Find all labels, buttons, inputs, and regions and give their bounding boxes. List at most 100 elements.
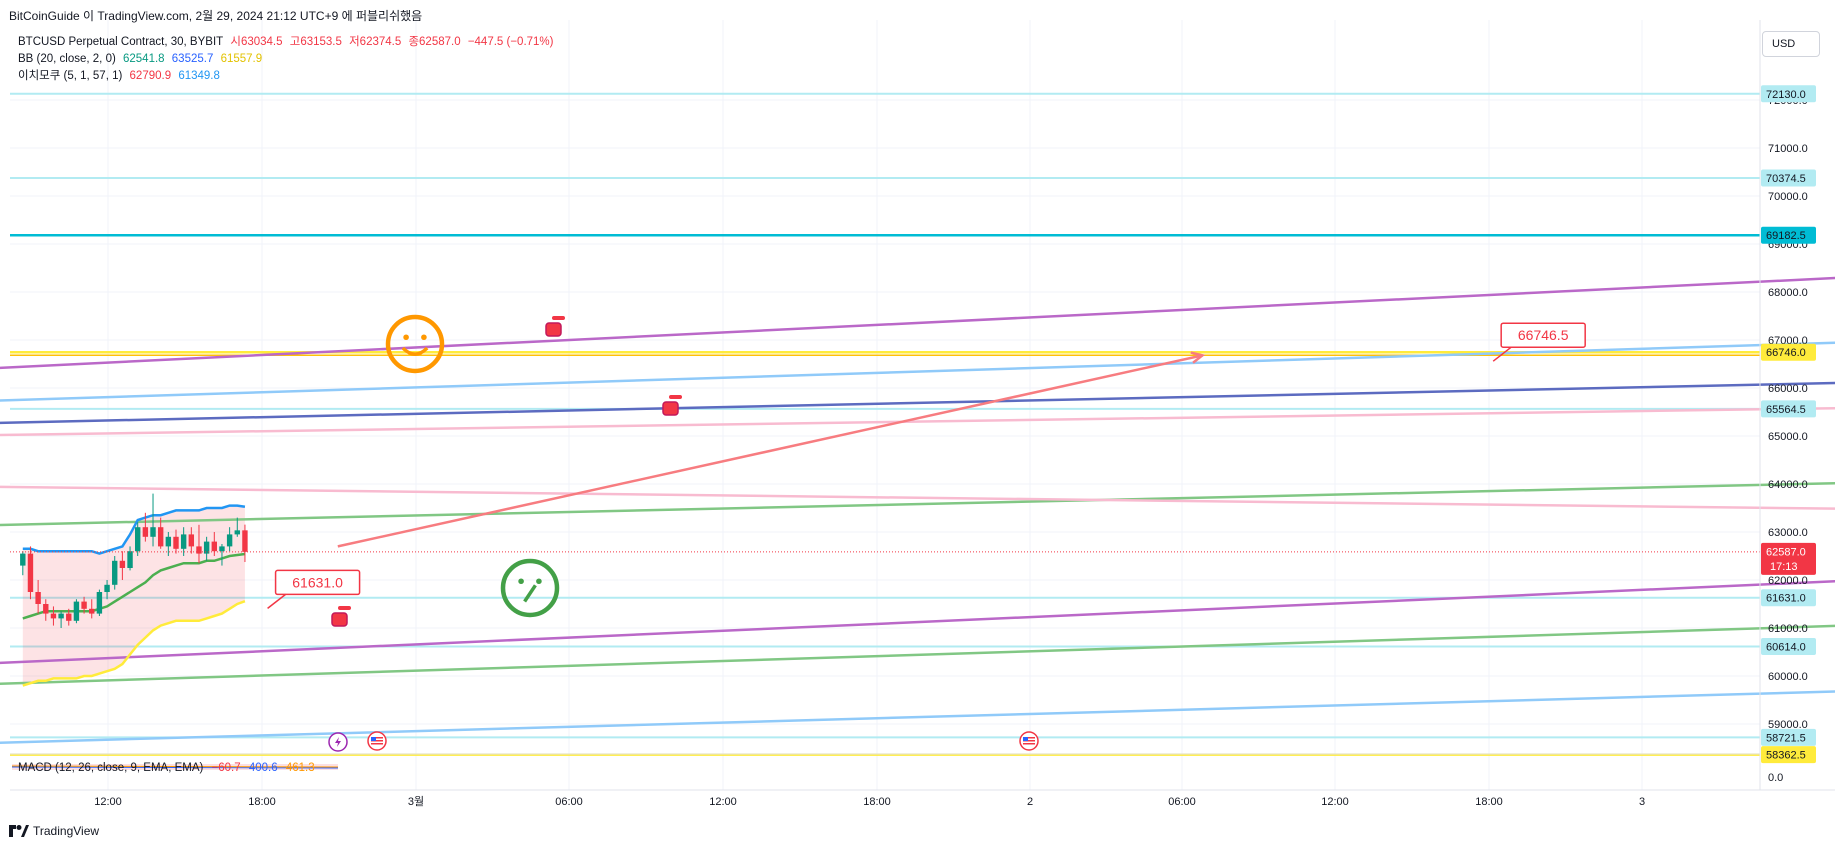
drawings bbox=[331, 314, 682, 627]
price-axis-label: 66746.0 bbox=[1766, 347, 1806, 359]
trendline bbox=[0, 690, 1835, 744]
price-axis-label: 69182.5 bbox=[1766, 230, 1806, 242]
y-tick-label: 61000.0 bbox=[1768, 623, 1808, 635]
ichimoku-label[interactable]: 이치모쿠 (5, 1, 57, 1) bbox=[18, 70, 123, 82]
ichimoku-legend-row[interactable]: 이치모쿠 (5, 1, 57, 1) 62790.9 61349.8 bbox=[18, 68, 557, 85]
currency-button[interactable]: USD bbox=[1762, 31, 1820, 57]
face-mouth bbox=[523, 584, 537, 603]
lightning-icon[interactable] bbox=[328, 732, 348, 752]
us-flag-icon[interactable] bbox=[1019, 731, 1039, 751]
ohlc-close: 종62587.0 bbox=[408, 36, 461, 48]
macd-label[interactable]: MACD (12, 26, close, 9, EMA, EMA) bbox=[18, 762, 204, 774]
x-tick-label: 3월 bbox=[408, 795, 424, 808]
bb-lower-line bbox=[22, 600, 246, 687]
hand-palm bbox=[331, 612, 348, 627]
candle-body bbox=[112, 560, 118, 585]
symbol-name[interactable]: BTCUSD Perpetual Contract, 30, BYBIT bbox=[18, 36, 224, 48]
ichimoku-value: 61349.8 bbox=[178, 70, 220, 82]
bb-legend-row[interactable]: BB (20, close, 2, 0) 62541.8 63525.7 615… bbox=[18, 51, 557, 68]
price-axis-label: 72130.0 bbox=[1766, 89, 1806, 101]
candle-body bbox=[35, 592, 41, 604]
y-tick-label: 70000.0 bbox=[1768, 191, 1808, 203]
arrow-line bbox=[337, 354, 1203, 548]
candle-body bbox=[142, 527, 149, 537]
price-axis-label: 58721.5 bbox=[1766, 732, 1806, 744]
hand-palm bbox=[545, 322, 562, 337]
y-tick-label: 66000.0 bbox=[1768, 383, 1808, 395]
candle-body bbox=[127, 551, 133, 568]
price-axis-label-bg bbox=[1761, 542, 1816, 575]
candle-body bbox=[89, 608, 95, 614]
price-axis-label-bg bbox=[1761, 343, 1816, 361]
macd-pane bbox=[11, 764, 339, 770]
horizontal-levels bbox=[10, 92, 1760, 756]
candle-body bbox=[196, 546, 202, 554]
symbol-legend-row[interactable]: BTCUSD Perpetual Contract, 30, BYBIT 시63… bbox=[18, 34, 557, 51]
event-icons bbox=[328, 731, 1039, 752]
trendline bbox=[0, 276, 1835, 370]
bb-value: 62541.8 bbox=[123, 53, 165, 65]
y-tick-label: 0.0 bbox=[1768, 772, 1783, 784]
note-box bbox=[274, 569, 361, 596]
y-tick-label: 65000.0 bbox=[1768, 431, 1808, 443]
candle-body bbox=[226, 534, 233, 547]
macd-value: −60.7 bbox=[211, 762, 241, 774]
price-axis-label-bg bbox=[1761, 169, 1816, 187]
trendline bbox=[0, 406, 1835, 437]
x-tick-label: 18:00 bbox=[1475, 796, 1503, 808]
pointing-hand-icon bbox=[545, 316, 565, 337]
bb-label[interactable]: BB (20, close, 2, 0) bbox=[18, 53, 116, 65]
candle-body bbox=[211, 541, 217, 552]
macd-legend[interactable]: MACD (12, 26, close, 9, EMA, EMA) −60.7 … bbox=[18, 762, 320, 774]
publish-caption: BitCoinGuide 이 TradingView.com, 2월 29, 2… bbox=[9, 9, 423, 23]
price-note: 66746.5 bbox=[1492, 322, 1586, 362]
candle-body bbox=[180, 534, 187, 549]
macd-value: 461.3 bbox=[285, 762, 315, 774]
trendline bbox=[0, 624, 1835, 685]
price-axis-label: 62587.0 bbox=[1766, 546, 1806, 558]
price-axis-label: 65564.5 bbox=[1766, 404, 1806, 416]
candle-body bbox=[173, 536, 179, 549]
bb-basis-line bbox=[22, 552, 246, 620]
face-eye bbox=[421, 334, 427, 341]
trendline bbox=[0, 485, 1835, 510]
trendline bbox=[0, 481, 1835, 527]
hand-finger bbox=[338, 606, 351, 610]
ohlc-high: 고63153.5 bbox=[289, 36, 342, 48]
y-axis: 72000.071000.070000.069000.068000.067000… bbox=[1768, 95, 1808, 784]
chart-legend: BTCUSD Perpetual Contract, 30, BYBIT 시63… bbox=[18, 34, 557, 85]
candle-body bbox=[58, 613, 64, 619]
candle-body bbox=[43, 604, 49, 614]
trendline bbox=[0, 381, 1835, 425]
x-tick-label: 12:00 bbox=[94, 796, 122, 808]
face-outline bbox=[500, 558, 560, 618]
y-tick-label: 62000.0 bbox=[1768, 575, 1808, 587]
candle-body bbox=[119, 560, 126, 568]
candle-body bbox=[104, 584, 110, 592]
candle-body bbox=[242, 530, 248, 552]
x-tick-label: 18:00 bbox=[248, 796, 276, 808]
price-axis-label-bg bbox=[1761, 85, 1816, 103]
tradingview-logo-icon bbox=[9, 825, 29, 837]
us-flag-icon[interactable] bbox=[367, 731, 387, 751]
footer-brand[interactable]: TradingView bbox=[9, 824, 99, 838]
trendline bbox=[0, 580, 1835, 665]
smiley-face-icon bbox=[385, 314, 445, 374]
price-axis-label-bg bbox=[1761, 400, 1816, 418]
macd-value: 400.6 bbox=[248, 762, 278, 774]
trendline bbox=[0, 341, 1835, 402]
arrow-head bbox=[1190, 351, 1206, 364]
x-tick-label: 06:00 bbox=[1168, 796, 1196, 808]
arrow bbox=[337, 351, 1206, 548]
candle-body bbox=[135, 527, 141, 552]
y-tick-label: 71000.0 bbox=[1768, 143, 1808, 155]
price-notes: 66746.5 61631.0 bbox=[267, 322, 1586, 609]
y-tick-label: 60000.0 bbox=[1768, 671, 1808, 683]
candle-body bbox=[27, 553, 34, 592]
face-outline bbox=[385, 314, 445, 374]
skeptical-face-icon bbox=[500, 558, 560, 618]
candle-body bbox=[165, 536, 172, 547]
candle-body bbox=[96, 592, 103, 614]
note-pointer bbox=[1492, 346, 1512, 362]
